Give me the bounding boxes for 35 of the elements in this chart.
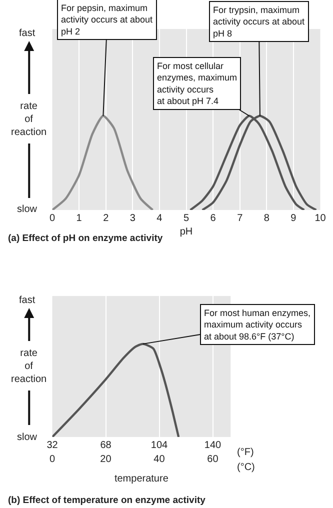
x-tick-label: 68: [100, 440, 112, 451]
x-tick-label: 1: [76, 213, 82, 224]
text: (°F): [237, 447, 254, 458]
annotation: For trypsin, maximum activity occurs at about pH 8: [213, 5, 306, 38]
text: slow: [17, 432, 38, 443]
text: fast: [19, 28, 36, 39]
x-axis-title: temperature: [114, 474, 169, 484]
annotation: For most cellular enzymes, maximum activity occurs at about pH 7.4: [157, 61, 238, 106]
x-tick-label: 0: [49, 213, 56, 224]
x-tick-label: 2: [103, 213, 110, 224]
x-tick-label: 5: [183, 213, 190, 224]
text: (a) Effect of pH on enzyme activity: [8, 233, 164, 244]
text: (b) Effect of temperature on enzyme activity: [8, 495, 206, 506]
y-axis-title: rate of reaction: [11, 348, 47, 385]
annotation: For most human enzymes, maximum activity occurs at about 98.6°F (37°C): [204, 308, 311, 342]
x-tick-label: 32: [46, 440, 58, 451]
x-tick-label: 7: [237, 213, 244, 224]
x-axis-title: pH: [180, 226, 193, 238]
text: slow: [17, 204, 38, 215]
x-tick-label: 104: [150, 440, 168, 451]
text: fast: [19, 295, 36, 306]
text: (°C): [237, 462, 255, 473]
y-axis-title: rate of reaction: [11, 101, 47, 138]
x-tick-label: 8: [264, 213, 270, 224]
x-tick-label: 9: [290, 213, 297, 224]
x-tick-label: 10: [314, 213, 326, 224]
x-tick-label: 4: [156, 213, 163, 224]
x-tick-label: 6: [210, 213, 216, 224]
x2-tick-label: 60: [207, 454, 219, 465]
annotation: For pepsin, maximum activity occurs at about pH 2: [61, 3, 154, 36]
x2-tick-label: 0: [49, 454, 56, 465]
x2-tick-label: 20: [100, 454, 112, 465]
x2-tick-label: 40: [154, 454, 166, 465]
x-tick-label: 3: [130, 213, 136, 224]
x-tick-label: 140: [204, 440, 222, 451]
